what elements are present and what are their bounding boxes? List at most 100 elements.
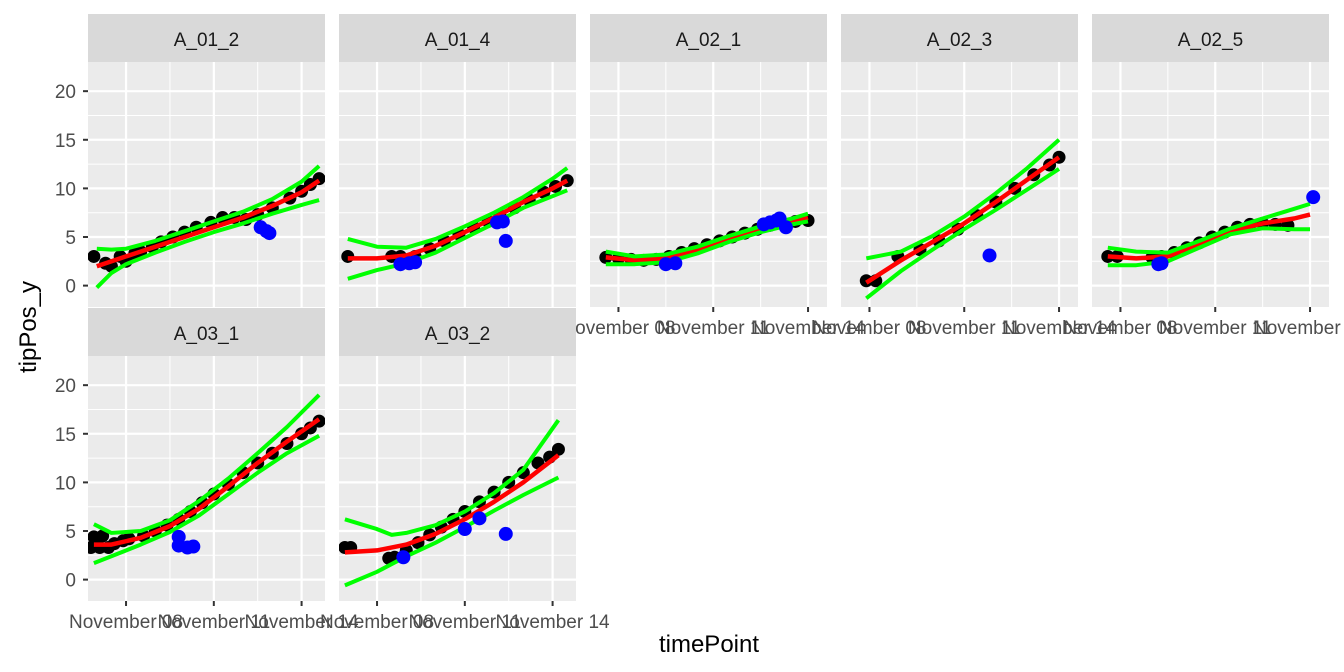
highlight-point — [498, 233, 513, 248]
facet-strip-label: A_01_2 — [174, 30, 240, 51]
panel-background — [339, 62, 576, 307]
x-tick-label: November 14 — [245, 612, 359, 633]
y-tick-label: 20 — [55, 82, 76, 103]
panel-background — [1092, 62, 1329, 307]
fit-line — [96, 178, 321, 269]
panel-background — [88, 356, 325, 601]
highlight-point — [498, 526, 513, 541]
x-tick-label: November 08 — [1063, 318, 1177, 339]
highlight-point — [396, 550, 411, 565]
lower-band-line — [1107, 226, 1310, 268]
facet-strip-label: A_03_1 — [174, 324, 240, 345]
upper-band-line — [347, 166, 569, 250]
facet-strip-label: A_02_1 — [676, 30, 742, 51]
y-tick-label: 10 — [55, 473, 76, 494]
x-tick-label: November 11 — [408, 612, 521, 633]
y-tick-label: 20 — [55, 376, 76, 397]
panel-plot-area — [88, 356, 325, 601]
lower-band-line — [93, 433, 321, 565]
facet-strip — [339, 308, 576, 356]
upper-band-line — [605, 211, 809, 259]
x-tick-label: November 11 — [1159, 318, 1272, 339]
panel-background — [590, 62, 827, 307]
facet-strip-label: A_03_2 — [425, 324, 491, 345]
upper-band-line — [93, 393, 321, 535]
x-tick-label: November 14 — [751, 318, 865, 339]
panel-background — [88, 62, 325, 307]
highlight-point — [472, 511, 487, 526]
highlight-point — [262, 226, 277, 241]
data-point — [516, 466, 530, 480]
highlight-point — [1306, 190, 1321, 205]
panel-plot-area — [339, 356, 576, 601]
fit-line — [865, 155, 1061, 285]
x-tick-label: November 14 — [496, 612, 610, 633]
x-tick-label: November 14 — [1002, 318, 1116, 339]
panel-plot-area — [841, 62, 1078, 307]
facet-strip — [339, 14, 576, 62]
lower-band-line — [865, 167, 1061, 300]
upper-band-line — [865, 138, 1061, 261]
facet-strip — [88, 308, 325, 356]
y-tick-label: 0 — [65, 277, 76, 298]
y-tick-label: 5 — [65, 522, 76, 543]
highlight-point — [457, 522, 472, 537]
data-point — [551, 442, 565, 456]
panel-plot-area — [590, 62, 827, 307]
panel-plot-area — [88, 62, 325, 307]
panel-background — [339, 356, 576, 601]
highlight-point — [1154, 256, 1169, 271]
lower-band-line — [344, 475, 560, 588]
highlight-point — [495, 214, 510, 229]
data-point — [88, 249, 101, 263]
data-point — [96, 529, 110, 543]
x-tick-label: November 08 — [561, 318, 675, 339]
x-tick-label: November 08 — [812, 318, 926, 339]
facet-strip-label: A_02_3 — [927, 30, 993, 51]
highlight-point — [186, 539, 201, 554]
x-tick-label: November 11 — [157, 612, 270, 633]
y-tick-label: 0 — [65, 571, 76, 592]
fit-line — [93, 417, 321, 547]
fit-line — [347, 178, 569, 261]
facet-strip — [1092, 14, 1329, 62]
facet-strip — [88, 14, 325, 62]
y-tick-label: 5 — [65, 228, 76, 249]
x-tick-label: November 11 — [657, 318, 770, 339]
x-axis-title: timePoint — [659, 631, 759, 658]
highlight-point — [982, 248, 997, 263]
highlight-point — [408, 255, 423, 270]
x-tick-label: November 08 — [69, 612, 183, 633]
facet-strip-label: A_02_5 — [1178, 30, 1244, 51]
upper-band-line — [1107, 201, 1311, 255]
y-tick-label: 15 — [55, 131, 76, 152]
panel-background — [841, 62, 1078, 307]
x-tick-label: November 08 — [320, 612, 434, 633]
highlight-point — [668, 256, 683, 271]
fit-line — [344, 453, 560, 555]
facet-strip — [590, 14, 827, 62]
x-tick-label: November 11 — [908, 318, 1021, 339]
facet-strip-label: A_01_4 — [425, 30, 491, 51]
highlight-point — [778, 220, 793, 235]
x-tick-label: November 14 — [1253, 318, 1344, 339]
y-axis-title: tipPos_y — [15, 281, 42, 373]
y-tick-label: 10 — [55, 179, 76, 200]
panel-plot-area — [1092, 62, 1329, 307]
lower-band-line — [95, 198, 320, 290]
fit-line — [1107, 212, 1311, 261]
upper-band-line — [96, 164, 321, 252]
upper-band-line — [344, 419, 561, 537]
facet-panel-A_01_4: A_01_4 — [339, 14, 576, 307]
facet-panel-A_01_2: A_01_2 0 5 10 15 20 — [55, 14, 325, 307]
facet-strip — [841, 14, 1078, 62]
y-tick-label: 15 — [55, 425, 76, 446]
panel-plot-area — [339, 62, 576, 307]
